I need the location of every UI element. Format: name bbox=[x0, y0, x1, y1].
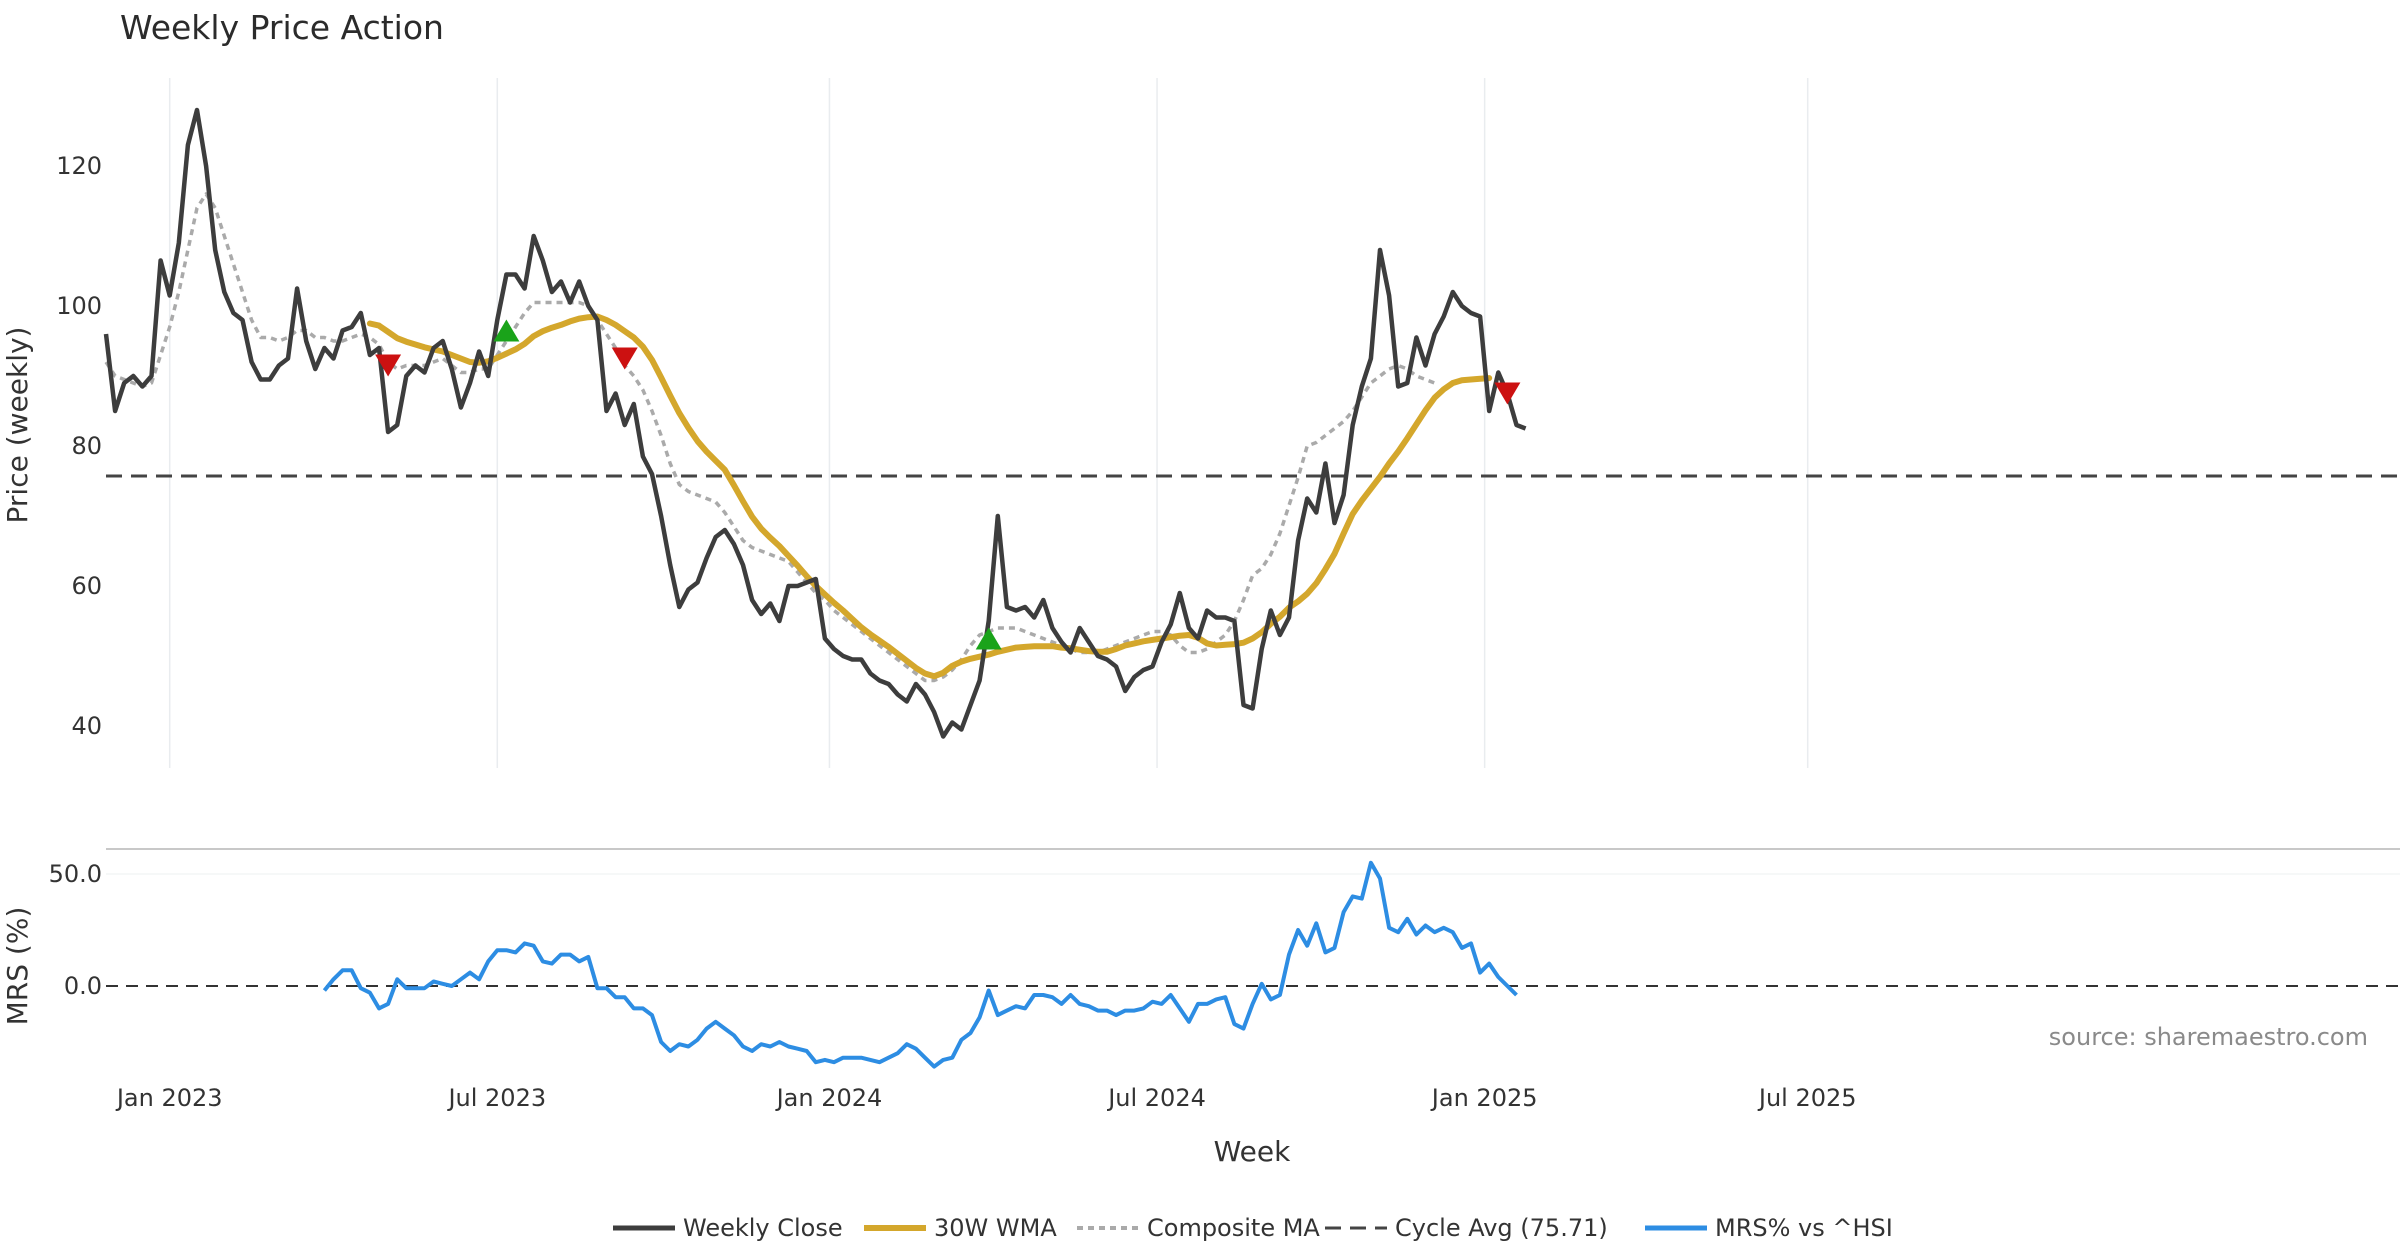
mrs-line bbox=[322, 860, 1518, 1069]
sell-signal-marker-2 bbox=[1494, 382, 1521, 405]
price-y-tick-label: 100 bbox=[56, 292, 102, 320]
mrs-y-tick-label: 50.0 bbox=[49, 860, 102, 888]
price-y-tick-label: 120 bbox=[56, 152, 102, 180]
axes: 40 60 80 100 120 50.0 0.0 Jan 2023 Jul 2023 Jan 2… bbox=[49, 152, 1857, 1112]
x-axis-label: Week bbox=[1214, 1135, 1291, 1168]
reference-lines bbox=[106, 474, 2400, 987]
legend-weekly-close-label: Weekly Close bbox=[683, 1214, 843, 1242]
sell-signal-marker-1 bbox=[611, 347, 638, 370]
buy-signal-marker-1 bbox=[975, 627, 1002, 650]
price-y-axis-label: Price (weekly) bbox=[1, 327, 34, 524]
signal-markers bbox=[375, 319, 1521, 650]
price-y-tick-label: 80 bbox=[71, 432, 102, 460]
mrs-y-axis-label: MRS (%) bbox=[1, 907, 34, 1026]
gridlines bbox=[106, 78, 2400, 875]
x-tick-label: Jan 2023 bbox=[115, 1084, 223, 1112]
buy-signal-marker-0 bbox=[493, 319, 520, 342]
source-note: source: sharemaestro.com bbox=[2049, 1023, 2368, 1051]
price-y-tick-label: 60 bbox=[71, 572, 102, 600]
legend: Weekly Close 30W WMA Composite MA Cycle Avg… bbox=[613, 1214, 1893, 1242]
chart-title: Weekly Price Action bbox=[120, 8, 444, 47]
wma-30w-line bbox=[366, 313, 1493, 680]
sell-signal-marker-0 bbox=[375, 354, 402, 377]
legend-cycle-avg-label: Cycle Avg (75.71) bbox=[1395, 1214, 1608, 1242]
price-y-tick-label: 40 bbox=[71, 712, 102, 740]
weekly-close-line bbox=[103, 107, 1527, 739]
legend-composite-ma-label: Composite MA bbox=[1147, 1214, 1320, 1242]
x-tick-label: Jan 2025 bbox=[1430, 1084, 1538, 1112]
mrs-y-tick-label: 0.0 bbox=[64, 972, 102, 1000]
x-tick-label: Jul 2025 bbox=[1757, 1084, 1857, 1112]
x-tick-label: Jul 2023 bbox=[446, 1084, 546, 1112]
x-tick-label: Jan 2024 bbox=[775, 1084, 883, 1112]
series-layer bbox=[103, 107, 1527, 1069]
legend-mrs-label: MRS% vs ^HSI bbox=[1715, 1214, 1893, 1242]
x-tick-label: Jul 2024 bbox=[1106, 1084, 1206, 1112]
legend-30w-wma-label: 30W WMA bbox=[934, 1214, 1057, 1242]
